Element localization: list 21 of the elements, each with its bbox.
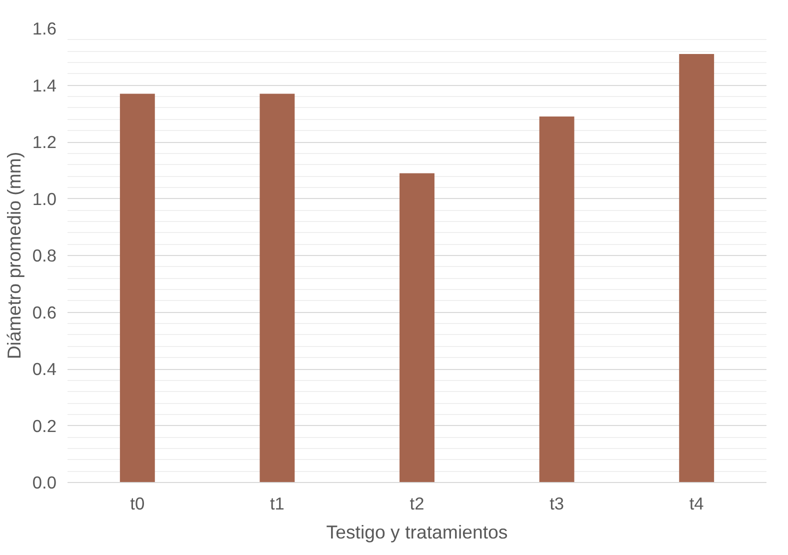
x-tick-label: t4 bbox=[689, 494, 704, 514]
bar bbox=[679, 54, 714, 482]
bar bbox=[539, 116, 574, 482]
x-axis-title: Testigo y tratamientos bbox=[326, 522, 508, 542]
y-tick-label: 1.2 bbox=[32, 132, 57, 152]
x-tick-label: t1 bbox=[270, 494, 284, 514]
y-tick-label: 1.4 bbox=[32, 75, 57, 96]
y-axis-title: Diámetro promedio (mm) bbox=[3, 152, 24, 360]
bar bbox=[260, 94, 295, 482]
y-tick-label: 0.2 bbox=[32, 416, 57, 436]
x-tick-label: t2 bbox=[410, 494, 424, 514]
x-tick-label: t3 bbox=[550, 494, 564, 514]
y-tick-label: 0.8 bbox=[32, 246, 57, 266]
y-tick-label: 0.6 bbox=[32, 302, 57, 322]
y-tick-label: 1.0 bbox=[32, 188, 57, 209]
y-tick-label: 0.4 bbox=[32, 359, 57, 379]
x-tick-label: t0 bbox=[130, 494, 145, 514]
y-tick-label: 0.0 bbox=[32, 472, 57, 492]
bar bbox=[400, 173, 434, 482]
bar bbox=[120, 94, 155, 482]
y-tick-label: 1.6 bbox=[32, 18, 57, 38]
